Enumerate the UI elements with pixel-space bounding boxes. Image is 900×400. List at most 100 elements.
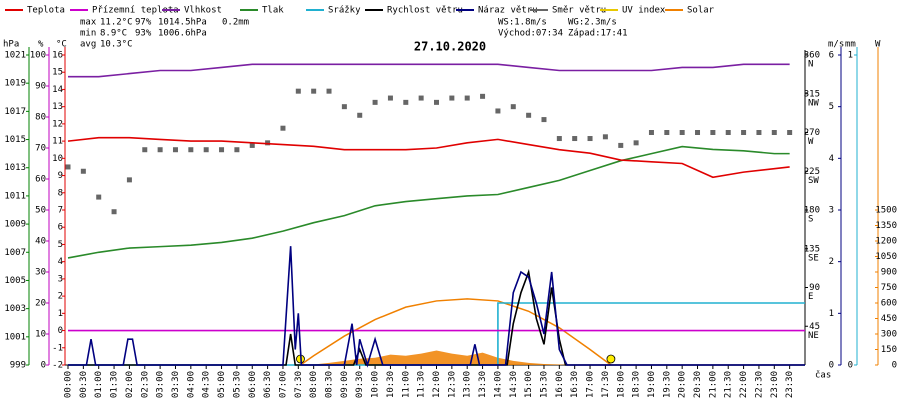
y-tick-label: 1500 <box>875 206 897 216</box>
legend-label: UV index <box>622 6 666 16</box>
compass-label: NE <box>808 331 819 341</box>
axis-unit: hPa <box>3 40 19 50</box>
direction-point <box>787 130 793 135</box>
wind-stat: WG:2.3m/s <box>568 18 617 28</box>
x-tick-label: 05:30 <box>232 371 242 398</box>
direction-point <box>234 147 240 153</box>
legend-label: Tlak <box>262 6 284 16</box>
x-tick-label: 18:30 <box>632 371 642 398</box>
y-tick-label: 40 <box>35 237 46 247</box>
direction-point <box>80 168 86 174</box>
y-tick-label: 45 <box>809 322 820 332</box>
x-tick-label: 07:00 <box>278 371 288 398</box>
y-tick-label: 1 <box>829 309 834 319</box>
x-tick-label: 09:00 <box>340 371 350 398</box>
direction-point <box>387 95 393 101</box>
direction-point <box>526 112 532 118</box>
y-tick-label: 300 <box>881 330 897 340</box>
x-tick-label: 13:30 <box>478 371 488 398</box>
x-tick-label: 14:00 <box>493 371 503 398</box>
series-line <box>68 63 790 78</box>
series-line <box>67 145 790 259</box>
sun-marker <box>606 354 616 364</box>
y-tick-label: 1015 <box>4 135 26 145</box>
y-tick-label: 315 <box>804 89 820 99</box>
y-tick-label: 15 <box>52 68 63 78</box>
y-tick-label: 1001 <box>4 332 26 342</box>
y-tick-label: 5 <box>829 102 834 112</box>
y-tick-label: 1007 <box>4 248 26 258</box>
series-line <box>300 298 612 366</box>
x-tick-label: 12:30 <box>447 371 457 398</box>
y-tick-label: 6 <box>58 223 63 233</box>
y-tick-label: 1017 <box>4 107 26 117</box>
direction-point <box>710 130 716 135</box>
y-tick-label: 16 <box>52 51 63 61</box>
direction-point <box>725 130 731 135</box>
y-tick-label: 50 <box>35 206 46 216</box>
compass-label: SE <box>808 253 819 263</box>
legend-label: Srážky <box>328 6 361 16</box>
y-tick-label: 2 <box>58 292 63 302</box>
y-tick-label: 1019 <box>4 79 26 89</box>
y-tick-label: 1003 <box>4 304 26 314</box>
stat-label: max <box>80 18 97 28</box>
axis-unit: m/s <box>828 40 844 50</box>
direction-point <box>464 95 470 101</box>
y-tick-label: 0 <box>41 361 46 371</box>
compass-label: N <box>808 60 813 70</box>
y-tick-label: 60 <box>35 175 46 185</box>
direction-point <box>172 147 178 153</box>
y-tick-label: 2 <box>829 257 834 267</box>
x-tick-label: 01:00 <box>94 371 104 398</box>
x-tick-label: 19:00 <box>647 371 657 398</box>
series-line <box>67 136 790 179</box>
y-tick-label: 1013 <box>4 163 26 173</box>
stat-label: avg <box>80 40 96 50</box>
direction-point <box>618 142 624 148</box>
y-tick-label: 1021 <box>4 51 26 61</box>
x-tick-label: 08:00 <box>309 371 319 398</box>
x-tick-label: 04:30 <box>202 371 212 398</box>
chart-title: 27.10.2020 <box>414 40 486 54</box>
stat-value: 97% <box>135 18 152 28</box>
y-tick-label: 8 <box>58 188 63 198</box>
x-tick-label: 01:30 <box>110 371 120 398</box>
direction-point <box>326 88 332 94</box>
y-tick-label: 1200 <box>875 237 897 247</box>
x-tick-label: 16:00 <box>555 371 565 398</box>
direction-point <box>449 95 455 101</box>
x-tick-label: 23:30 <box>785 371 795 398</box>
x-tick-label: 11:00 <box>401 371 411 398</box>
direction-point <box>679 130 685 135</box>
y-tick-label: 4 <box>829 154 834 164</box>
x-tick-label: 22:30 <box>754 371 764 398</box>
y-tick-label: 5 <box>58 240 63 250</box>
y-tick-label: 100 <box>30 51 46 61</box>
y-tick-label: 11 <box>52 137 63 147</box>
direction-point <box>771 130 777 135</box>
stat-value: 1006.6hPa <box>158 29 207 39</box>
y-tick-label: 1 <box>848 51 853 61</box>
y-tick-label: -1 <box>52 343 63 353</box>
direction-point <box>541 117 547 123</box>
x-tick-label: 22:00 <box>739 371 749 398</box>
x-tick-label: 02:00 <box>125 371 135 398</box>
wind-stat: WS:1.8m/s <box>498 18 547 28</box>
series-line <box>68 246 805 368</box>
y-tick-label: 1005 <box>4 276 26 286</box>
y-tick-label: 225 <box>804 167 820 177</box>
x-tick-label: 15:00 <box>524 371 534 398</box>
y-tick-label: 70 <box>35 144 46 154</box>
y-tick-label: 0 <box>848 361 853 371</box>
axis-unit: % <box>38 40 44 50</box>
y-tick-label: 360 <box>804 51 820 61</box>
direction-point <box>280 125 286 131</box>
x-tick-label: 15:30 <box>539 371 549 398</box>
x-tick-label: 00:30 <box>79 371 89 398</box>
x-tick-label: 09:30 <box>355 371 365 398</box>
x-tick-label: 06:00 <box>248 371 258 398</box>
direction-point <box>142 147 148 153</box>
y-tick-label: 90 <box>35 82 46 92</box>
